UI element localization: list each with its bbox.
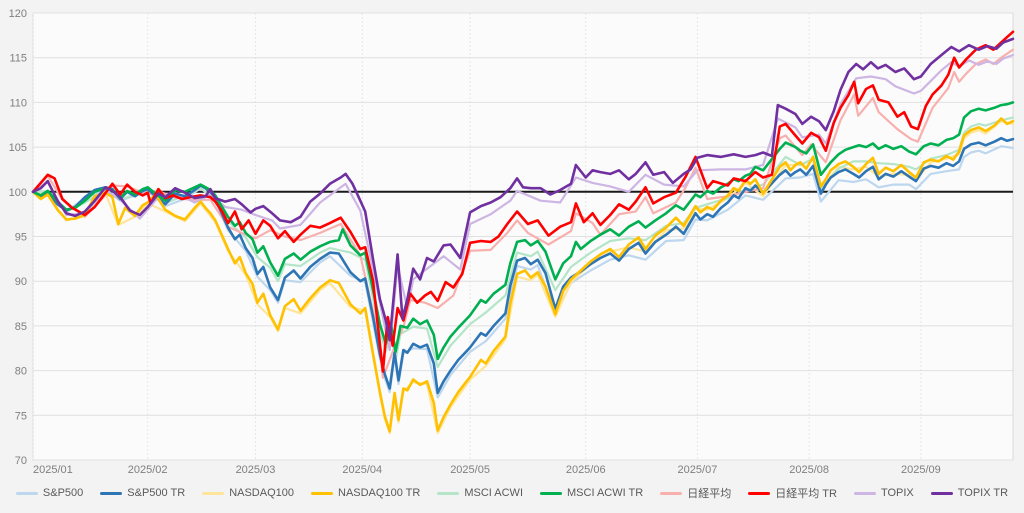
legend-label: TOPIX bbox=[880, 487, 914, 499]
x-axis-tick-label: 2025/01 bbox=[33, 464, 73, 476]
legend-item: MSCI ACWI TR bbox=[540, 487, 643, 499]
series-line-topix bbox=[31, 53, 1015, 352]
legend-item: S&P500 bbox=[15, 487, 84, 499]
legend-label: MSCI ACWI bbox=[464, 487, 523, 499]
series-line-msci-acwi bbox=[31, 116, 1015, 369]
legend-swatch bbox=[15, 491, 38, 495]
series-line-s&p500 bbox=[31, 145, 1015, 399]
legend-swatch bbox=[100, 491, 123, 495]
series-line-nasdaq100-tr bbox=[31, 117, 1015, 433]
legend-swatch bbox=[311, 491, 333, 495]
x-axis-tick-label: 2025/06 bbox=[566, 464, 606, 476]
chart-canvas: 2025/01 2025/02 2025/03 2025/04 2025/05 2025/… bbox=[9, 8, 1015, 476]
x-axis-tick-label: 2025/04 bbox=[342, 464, 382, 476]
series-line-日経平均-tr bbox=[31, 30, 1015, 373]
x-axis-tick-label: 2025/02 bbox=[128, 464, 168, 476]
legend-label: S&P500 TR bbox=[127, 487, 186, 499]
x-axis-tick-label: 2025/08 bbox=[789, 464, 829, 476]
y-axis-tick-label: 70 bbox=[15, 455, 27, 467]
x-axis-tick-label: 2025/03 bbox=[236, 464, 276, 476]
legend-item: TOPIX bbox=[853, 487, 914, 499]
x-axis-tick-label: 2025/07 bbox=[678, 464, 718, 476]
legend-label: NASDAQ100 bbox=[229, 487, 294, 499]
legend-item: NASDAQ100 bbox=[202, 487, 294, 499]
legend-item: 日経平均 bbox=[660, 485, 731, 501]
legend-label: S&P500 bbox=[42, 487, 84, 499]
legend-swatch bbox=[853, 491, 876, 495]
chart-legend: S&P500 S&P500 TR NASDAQ100 NASDAQ100 TR MSCI… bbox=[0, 480, 1024, 506]
legend-item: MSCI ACWI bbox=[437, 487, 523, 499]
y-axis-tick-label: 95 bbox=[15, 232, 27, 244]
x-axis-tick-label: 2025/09 bbox=[901, 464, 941, 476]
y-axis-tick-label: 105 bbox=[9, 142, 27, 154]
legend-swatch bbox=[748, 491, 771, 495]
legend-label: 日経平均 TR bbox=[775, 488, 837, 500]
y-axis-tick-label: 115 bbox=[9, 53, 27, 65]
y-axis-tick-label: 75 bbox=[15, 410, 27, 422]
x-axis-tick-label: 2025/05 bbox=[450, 464, 490, 476]
y-axis-tick-label: 120 bbox=[9, 8, 27, 20]
series-line-topix-tr bbox=[31, 37, 1015, 342]
legend-item: S&P500 TR bbox=[100, 487, 185, 499]
y-axis-tick-label: 90 bbox=[15, 276, 27, 288]
legend-swatch bbox=[660, 491, 683, 495]
legend-label: NASDAQ100 TR bbox=[338, 487, 421, 499]
y-axis-tick-label: 85 bbox=[15, 321, 27, 333]
legend-item: TOPIX TR bbox=[930, 487, 1009, 499]
legend-item: NASDAQ100 TR bbox=[311, 487, 420, 499]
legend-swatch bbox=[202, 491, 225, 495]
legend-label: 日経平均 bbox=[687, 488, 732, 500]
legend-swatch bbox=[437, 491, 460, 495]
legend-swatch bbox=[540, 491, 562, 495]
y-axis-tick-label: 100 bbox=[9, 187, 27, 199]
y-axis-tick-label: 80 bbox=[15, 366, 27, 378]
legend-label: MSCI ACWI TR bbox=[567, 487, 644, 499]
legend-label: TOPIX TR bbox=[957, 487, 1009, 499]
legend-swatch bbox=[930, 491, 953, 495]
y-axis-tick-label: 110 bbox=[9, 97, 27, 109]
legend-item: 日経平均 TR bbox=[748, 485, 837, 501]
